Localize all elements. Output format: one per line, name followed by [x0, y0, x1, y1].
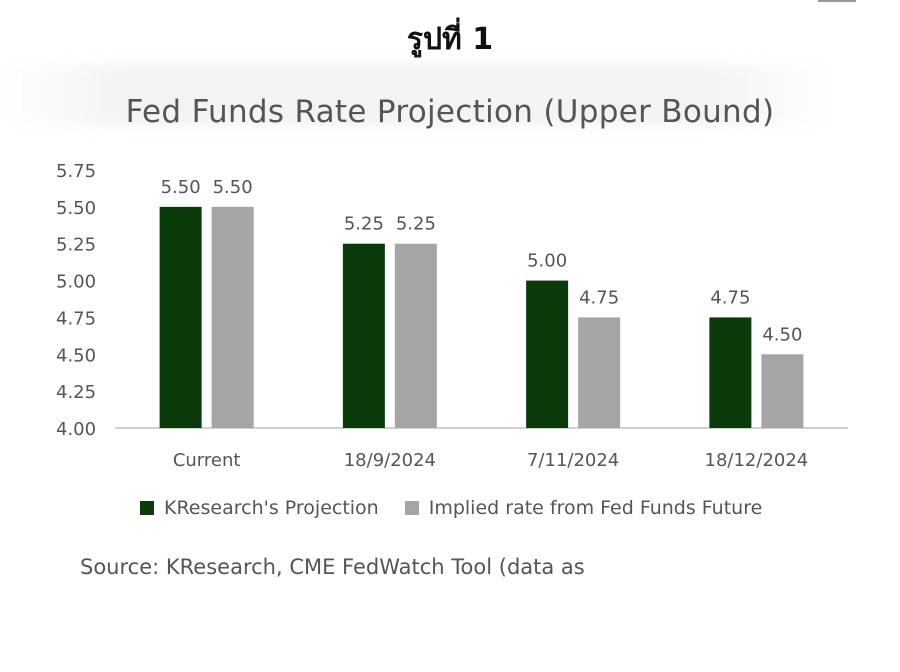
y-tick-label: 4.75 — [56, 308, 96, 329]
x-tick-label: 7/11/2024 — [527, 450, 619, 471]
bar — [761, 354, 804, 428]
legend: KResearch's Projection Implied rate from… — [140, 497, 788, 519]
legend-swatch-projection — [140, 501, 154, 515]
x-tick-label: 18/9/2024 — [344, 450, 436, 471]
bar — [159, 206, 202, 428]
y-tick-label: 4.00 — [56, 419, 96, 440]
legend-swatch-implied — [404, 501, 419, 515]
bar — [211, 206, 254, 428]
y-tick-label: 5.50 — [56, 198, 96, 219]
data-label: 4.50 — [762, 324, 802, 345]
source-note: Source: KResearch, CME FedWatch Tool (da… — [80, 555, 585, 579]
legend-label-projection: KResearch's Projection — [164, 497, 379, 519]
legend-label-implied: Implied rate from Fed Funds Future — [428, 497, 763, 519]
blurred-subtitle — [0, 64, 830, 126]
x-tick-label: 18/12/2024 — [705, 450, 809, 471]
bar — [394, 243, 437, 428]
y-tick-label: 5.25 — [56, 235, 96, 256]
legend-item-implied: Implied rate from Fed Funds Future — [404, 497, 763, 519]
data-label: 5.25 — [396, 214, 436, 235]
figure-label: รูปที่ 1 — [406, 22, 494, 57]
bar — [342, 243, 385, 428]
data-label: 4.75 — [579, 287, 619, 308]
bar-chart: 4.00 4.25 4.50 4.75 5.00 5.25 5.50 5.75 5.50 5.50… — [56, 161, 848, 471]
data-label: 4.75 — [710, 287, 750, 308]
x-tick-label: Current — [173, 450, 241, 471]
bar — [578, 317, 621, 428]
y-tick-label: 4.25 — [56, 382, 96, 403]
chart-title: Fed Funds Rate Projection (Upper Bound) — [125, 94, 775, 130]
data-label: 5.50 — [213, 177, 253, 198]
bar — [526, 280, 569, 428]
top-edge-rule — [818, 0, 856, 2]
y-tick-label: 5.75 — [56, 161, 96, 182]
data-label: 5.25 — [344, 214, 384, 235]
y-tick-label: 4.50 — [56, 345, 96, 366]
bar — [709, 317, 752, 428]
data-label: 5.00 — [527, 251, 567, 272]
data-label: 5.50 — [161, 177, 201, 198]
y-tick-label: 5.00 — [56, 272, 96, 293]
legend-item-projection: KResearch's Projection — [140, 497, 379, 519]
